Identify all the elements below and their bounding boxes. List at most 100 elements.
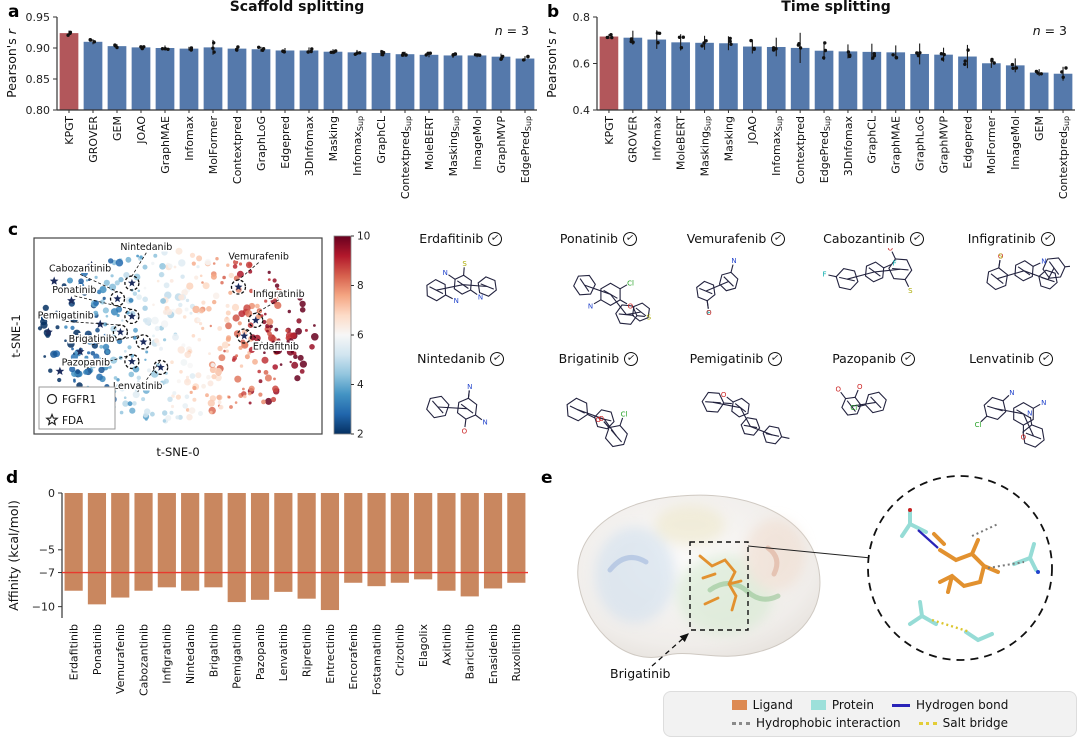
bar xyxy=(647,39,667,110)
svg-text:O: O xyxy=(835,386,841,394)
bar xyxy=(179,48,199,110)
bar xyxy=(390,493,409,583)
molecule-drawing: Cl O N S xyxy=(573,274,652,325)
x-tick-label: MoleBERT xyxy=(423,116,436,170)
legend-item: Ligand xyxy=(731,698,793,712)
bar xyxy=(203,47,223,110)
x-tick-label: Pazopanib xyxy=(254,624,267,680)
molecule-structure: F O F S xyxy=(822,248,913,295)
molecule-card: Ponatinib ✓ Cl O N S xyxy=(530,226,668,346)
colorbar-tick-label: 8 xyxy=(357,280,364,292)
molecule-structure: N Cl N N O xyxy=(975,389,1047,448)
verified-check-icon: ✓ xyxy=(908,230,926,247)
x-tick-label: ContextpredSup xyxy=(1057,116,1071,199)
y-tick-label: −10 xyxy=(32,600,55,613)
molecule-header: Lenvatinib ✓ xyxy=(969,350,1055,367)
molecule-header: Infigratinib ✓ xyxy=(968,230,1056,247)
svg-text:N: N xyxy=(1027,410,1032,418)
bar xyxy=(395,54,415,110)
svg-text:N: N xyxy=(482,419,487,427)
svg-text:S: S xyxy=(647,313,652,321)
x-tick-label: Elagolix xyxy=(417,624,430,668)
fda-star-marker xyxy=(95,319,105,328)
colorbar-tick-label: 6 xyxy=(357,330,364,342)
oxygen-tip xyxy=(908,508,912,512)
molecule-header: Erdafitinib ✓ xyxy=(419,230,504,247)
bar xyxy=(910,53,929,110)
bar xyxy=(719,43,738,110)
legend-swatch-hydrophobic-interaction xyxy=(732,721,751,725)
x-tick-label: Encorafenib xyxy=(347,624,360,690)
x-tick-label: GEM xyxy=(1033,116,1046,141)
colorbar xyxy=(333,235,352,435)
molecule-structure: N O N xyxy=(425,383,488,436)
molecule-structure: FO N xyxy=(696,257,739,317)
molecule-card: Brigatinib ✓ O O Cl xyxy=(530,346,668,466)
annotation-circle xyxy=(109,291,126,307)
molecule-drawing: O xyxy=(701,391,790,445)
hydrophobic-contacts xyxy=(971,523,1025,569)
legend-label: Salt bridge xyxy=(942,716,1008,730)
legend-label-fda: FDA xyxy=(62,415,84,427)
svg-text:Cl: Cl xyxy=(627,279,634,287)
annotation-circle xyxy=(124,275,140,291)
bar xyxy=(1029,72,1049,110)
x-tick-label: Edgepred xyxy=(279,116,292,169)
x-tick-label: KPGT xyxy=(63,116,76,145)
svg-text:Cl: Cl xyxy=(975,421,982,429)
x-tick-label: ImageMol xyxy=(1009,116,1022,170)
molecule-name: Nintedanib xyxy=(417,351,486,366)
bar xyxy=(157,493,176,588)
svg-text:F: F xyxy=(892,260,896,268)
bar xyxy=(371,52,391,110)
legend-label-fgfr1: FGFR1 xyxy=(62,394,96,406)
ligand-label: Brigatinib xyxy=(610,666,671,681)
x-tick-label: Ripretinib xyxy=(300,624,313,677)
molecule-header: Nintedanib ✓ xyxy=(417,350,506,367)
x-tick-label: GraphMAE xyxy=(159,116,172,174)
svg-text:S: S xyxy=(999,253,1004,261)
annotation-label: Pemigatinib xyxy=(38,310,94,321)
bar xyxy=(250,493,270,600)
bar xyxy=(131,47,151,110)
molecule-card: Pazopanib ✓ O O Cl xyxy=(805,346,943,466)
fda-star-marker xyxy=(127,278,136,287)
molecule-name: Lenvatinib xyxy=(969,351,1035,366)
molecule-drawing: F O F S xyxy=(822,248,913,295)
bar xyxy=(1005,65,1025,110)
bar xyxy=(671,42,690,111)
x-tick-label: GEM xyxy=(111,116,124,141)
sample-size-note: n = 3 xyxy=(1033,23,1067,38)
annotation-circle xyxy=(248,312,264,328)
x-tick-label: 3DInfomax xyxy=(303,116,316,177)
x-tick-label: Enasidenib xyxy=(487,624,500,684)
tsne-plot: Nintedanib Vemurafenib Cabozantinib Ponatin… xyxy=(9,231,370,460)
fda-star-marker xyxy=(240,331,249,340)
x-tick-label: GraphLoG xyxy=(913,116,926,171)
nitrogen-tip xyxy=(1036,570,1040,574)
fda-star-marker xyxy=(49,276,59,285)
bar xyxy=(297,493,316,599)
x-tick-label: MaskingSup xyxy=(698,116,712,176)
legend-item: Hydrophobic interaction xyxy=(732,716,901,730)
bar xyxy=(344,493,363,583)
x-tick-label: GraphMAE xyxy=(890,116,903,174)
bar xyxy=(111,493,130,598)
fda-star-marker xyxy=(139,337,148,346)
molecule-header: Ponatinib ✓ xyxy=(559,230,639,247)
x-tick-label: KPGT xyxy=(603,116,616,145)
y-tick-label: 0 xyxy=(48,487,55,500)
x-tick-label: Masking xyxy=(722,116,735,161)
svg-text:N: N xyxy=(453,297,458,305)
inset-protein-residues xyxy=(900,508,1038,642)
panel-label-d: d xyxy=(6,468,19,488)
affinity-chart: Erdafitinib Ponatinib Vemurafenib Cabozanti… xyxy=(6,487,528,696)
molecule-name: Ponatinib xyxy=(559,231,618,246)
bar xyxy=(83,41,103,110)
molecule-structure: N S N N xyxy=(426,260,497,305)
y-axis-label: Affinity (kcal/mol) xyxy=(6,500,21,611)
x-tick-label: Baricitinib xyxy=(464,624,477,679)
svg-text:O: O xyxy=(461,428,467,436)
bar xyxy=(790,47,810,110)
x-tick-label: Cabozantinib xyxy=(137,624,150,696)
